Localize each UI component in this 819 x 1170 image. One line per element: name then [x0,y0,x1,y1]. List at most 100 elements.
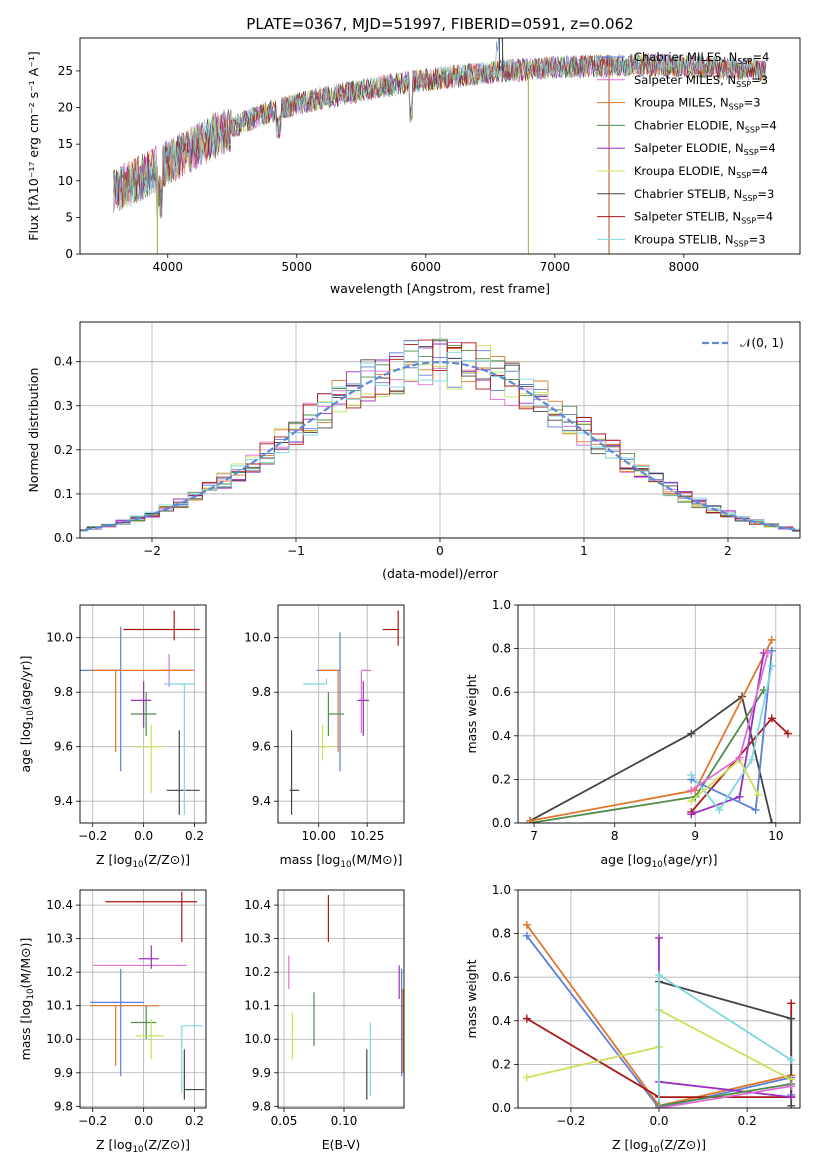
y-tick-label: 20 [58,101,73,115]
weight-marker [522,920,531,929]
y-tick-label: 0.3 [54,399,73,413]
weight-vs-Z-axes: −0.2 0.0 0.2 0.0 0.2 0.4 0.6 0.8 1.0 [492,883,801,1128]
legend-label: Kroupa ELODIE, NSSP=4 [634,164,768,180]
x-axis-label: Z [log10(Z/Z⊙)] [96,1137,190,1155]
spectrum-axes: 4000 5000 6000 7000 8000 0 5 10 15 20 25 [58,37,801,274]
y-tick-label: 10.0 [46,631,73,645]
weight-marker [715,805,724,814]
errorbar-point [164,683,195,815]
y-tick-label: 0.0 [54,531,73,545]
y-tick-label: 0.4 [492,1014,511,1028]
y-tick-label: 9.9 [252,1066,271,1080]
errorbar-point [80,626,122,772]
errorbar-point [105,891,198,942]
plot-area [80,610,200,815]
plot-area [522,920,796,1108]
x-tick-label: 5000 [282,260,313,274]
weight-line [529,689,765,823]
legend-label: Salpeter ELODIE, NSSP=4 [634,141,776,157]
axes-frame [79,889,207,1109]
x-axis-label: Z [log10(Z/Z⊙)] [612,1137,706,1155]
y-tick-label: 9.6 [54,740,73,754]
x-tick-label: 0.2 [185,1114,204,1128]
plot-area [526,635,792,823]
spectrum-legend: Chabrier MILES, NSSP=4 Salpeter MILES, NS… [597,50,777,248]
x-tick-label: 0 [436,544,444,558]
y-tick-label: 5 [65,210,73,224]
x-tick-label: 4000 [152,260,183,274]
histogram-step [80,340,800,532]
errorbar-point [136,1019,164,1060]
errorbar-point [90,669,192,753]
axes-frame [517,889,801,1109]
mass-vs-ebv-axes: 0.05 0.10 9.8 9.9 10.0 10.1 10.2 10.3 10.4 [244,889,405,1128]
errorbar-point [320,669,339,753]
weight-marker [687,786,696,795]
y-tick-label: 9.6 [252,740,271,754]
weight-marker [687,729,696,738]
chart-title: PLATE=0367, MJD=51997, FIBERID=0591, z=0… [246,15,633,33]
y-tick-label: 0.6 [492,685,511,699]
x-axis-label: (data-model)/error [382,566,499,581]
x-tick-label: 10 [768,829,783,843]
legend-label: Kroupa STELIB, NSSP=3 [634,232,766,248]
mass-vs-Z-axes: −0.2 0.0 0.2 9.8 9.9 10.0 10.1 10.2 10.3 10.4 [46,889,207,1128]
legend-label: Kroupa MILES, NSSP=3 [634,96,761,112]
legend-label: Chabrier MILES, NSSP=4 [634,50,769,66]
y-tick-label: 0.0 [492,816,511,830]
axes-frame [277,604,405,824]
y-tick-label: 0.2 [54,443,73,457]
y-axis-label: Flux [fλ10⁻¹⁷ erg cm⁻² s⁻¹ A⁻¹] [26,51,41,240]
age-vs-mass-axes: 10.00 10.25 9.4 9.6 9.8 10.0 [244,604,405,843]
x-tick-label: 1 [580,544,588,558]
errorbar-point [90,968,144,1077]
x-tick-label: 0.0 [134,829,153,843]
x-tick-label: −2 [143,544,161,558]
spectrum-line [113,54,767,218]
y-tick-label: 0.2 [492,1057,511,1071]
weight-marker [767,662,776,671]
weight-line [529,639,773,822]
plot-area [289,610,399,815]
weight-marker [787,1056,796,1065]
y-tick-label: 10 [58,174,73,188]
y-tick-label: 10.4 [46,898,73,912]
y-tick-label: 10.1 [46,999,73,1013]
errorbar-point [303,678,328,685]
y-tick-label: 1.0 [492,598,511,612]
y-tick-label: 9.8 [54,1099,73,1113]
y-axis-label: Normed distribution [26,368,41,493]
weight-marker [522,1014,531,1023]
x-axis-label: wavelength [Angstrom, rest frame] [330,281,550,296]
y-tick-label: 0.8 [492,927,511,941]
x-axis-label: mass [log10(M/M⊙)] [280,852,403,870]
y-tick-label: 15 [58,137,73,151]
errorbar-point [166,730,200,815]
y-axis-label: mass weight [464,674,479,753]
weight-marker [787,999,796,1008]
weight-marker [787,1101,796,1108]
x-axis-label: age [log10(age/yr)] [600,852,717,870]
weight-marker [763,648,772,657]
legend-label: Chabrier ELODIE, NSSP=4 [634,118,777,134]
x-tick-label: 0.2 [185,829,204,843]
legend-label: Salpeter MILES, NSSP=3 [634,73,768,89]
plot-area [288,895,404,1100]
y-tick-label: 9.8 [252,1099,271,1113]
y-tick-label: 0.4 [492,729,511,743]
x-tick-label: 0.05 [271,1114,298,1128]
weight-marker [687,771,696,780]
errorbar-point [133,724,164,794]
weight-marker [783,729,792,738]
y-axis-label: age [log10(age/yr)] [18,655,36,772]
errorbar-point [130,681,152,728]
y-tick-label: 0.6 [492,970,511,984]
errorbar-point [289,730,300,815]
x-axis-label: Z [log10(Z/Z⊙)] [96,852,190,870]
weight-marker [754,790,763,799]
y-tick-label: 0 [65,247,73,261]
y-tick-label: 9.9 [54,1066,73,1080]
age-vs-Z-axes: −0.2 0.0 0.2 9.4 9.6 9.8 10.0 [46,604,207,843]
weight-marker [735,753,744,762]
y-tick-label: 0.4 [54,355,73,369]
